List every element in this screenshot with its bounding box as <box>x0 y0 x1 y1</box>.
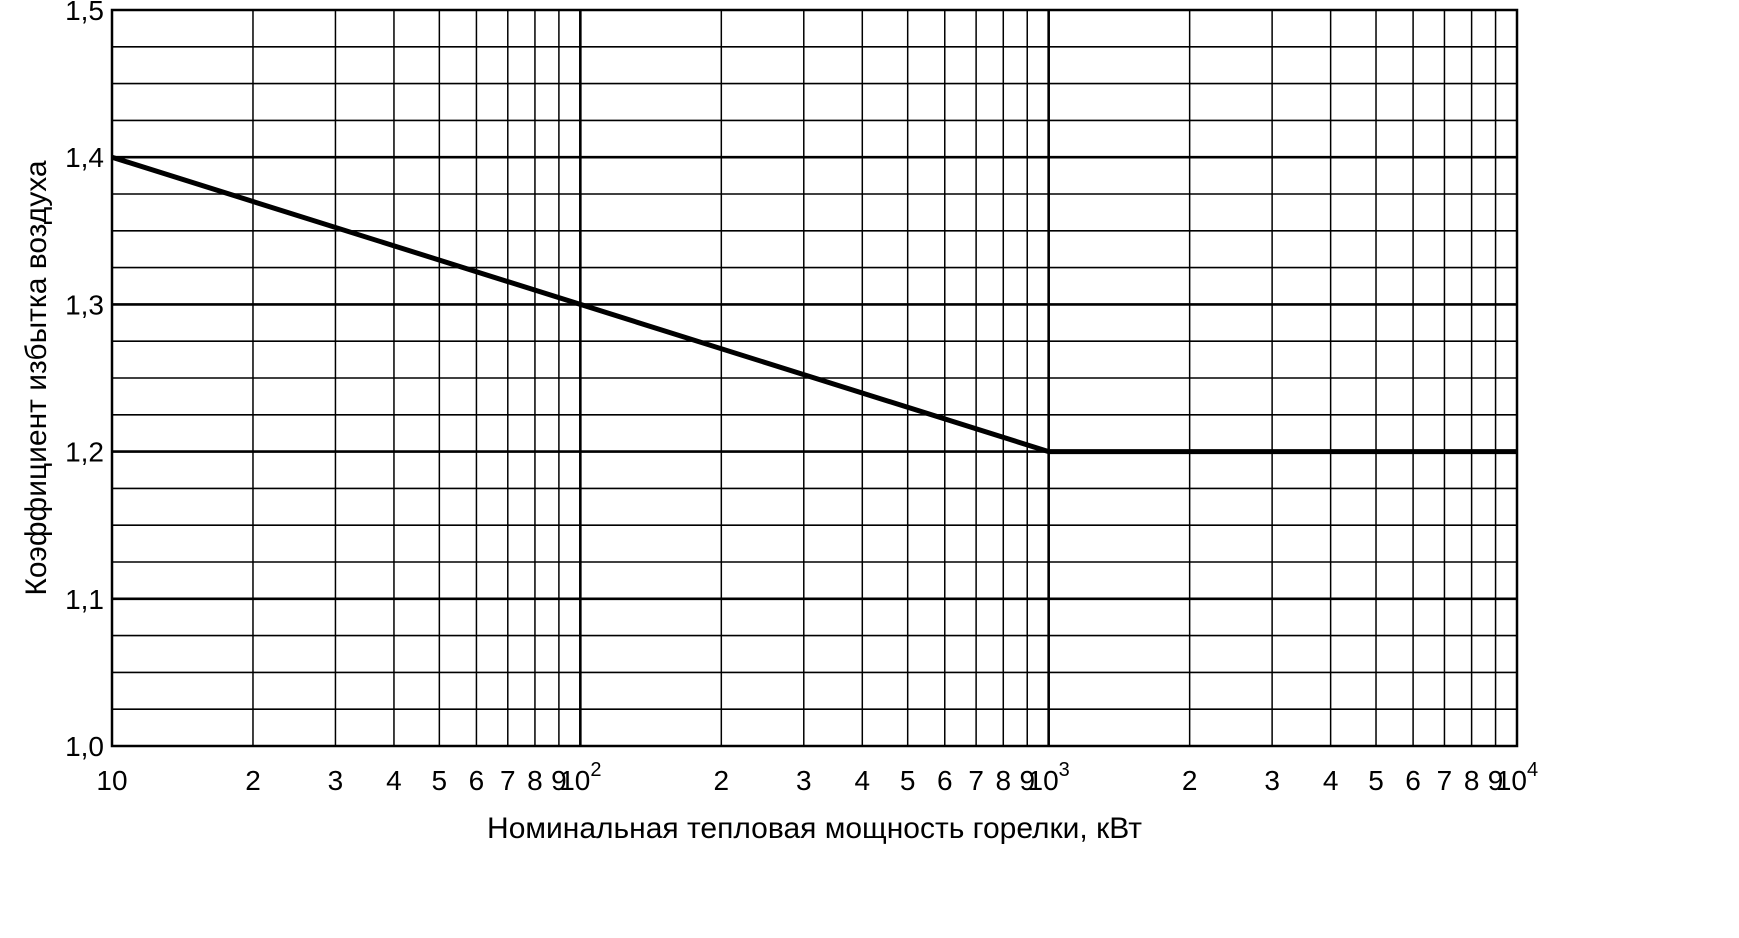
x-gridlines <box>252 10 1497 746</box>
y-tick-label: 1,5 <box>65 0 104 26</box>
x-tick-label: 7 <box>500 765 516 796</box>
x-tick-label: 7 <box>1437 765 1453 796</box>
y-tick-label: 1,1 <box>65 584 104 615</box>
x-tick-label: 9 <box>1488 765 1504 796</box>
x-tick-label: 8 <box>1464 765 1480 796</box>
x-tick-label: 5 <box>432 765 448 796</box>
x-tick-label: 4 <box>855 765 871 796</box>
y-tick-label: 1,4 <box>65 142 104 173</box>
y-gridlines <box>112 45 1517 711</box>
x-tick-label: 102 <box>559 759 601 796</box>
x-tick-label: 7 <box>968 765 984 796</box>
plot-frame <box>110 8 1519 748</box>
y-tick-labels: 1,0 1,1 1,2 1,3 1,4 1,5 <box>65 0 104 762</box>
x-tick-label: 103 <box>1028 759 1070 796</box>
x-tick-label: 5 <box>1368 765 1384 796</box>
x-tick-label: 4 <box>386 765 402 796</box>
y-tick-label: 1,0 <box>65 731 104 762</box>
x-tick-label: 9 <box>1019 765 1035 796</box>
x-tick-label: 3 <box>328 765 344 796</box>
x-tick-label: 6 <box>1405 765 1421 796</box>
x-axis-title: Номинальная тепловая мощность горелки, к… <box>487 812 1142 845</box>
x-tick-label: 9 <box>551 765 567 796</box>
y-axis-title: Коэффициент избытка воздуха <box>20 160 53 596</box>
x-tick-label: 5 <box>900 765 916 796</box>
x-tick-label: 2 <box>714 765 730 796</box>
x-tick-label: 10 <box>96 765 127 796</box>
y-tick-label: 1,2 <box>65 437 104 468</box>
x-tick-label: 4 <box>1323 765 1339 796</box>
x-tick-label: 3 <box>1264 765 1280 796</box>
series-layer <box>111 154 1517 455</box>
x-tick-label: 3 <box>796 765 812 796</box>
x-tick-label: 8 <box>995 765 1011 796</box>
x-tick-label: 6 <box>469 765 485 796</box>
x-tick-label: 2 <box>1182 765 1198 796</box>
series-line <box>111 154 1517 455</box>
x-tick-label: 2 <box>245 765 261 796</box>
x-tick-label: 104 <box>1496 759 1538 796</box>
x-tick-label: 6 <box>937 765 953 796</box>
y-tick-label: 1,3 <box>65 289 104 320</box>
x-tick-label: 8 <box>527 765 543 796</box>
